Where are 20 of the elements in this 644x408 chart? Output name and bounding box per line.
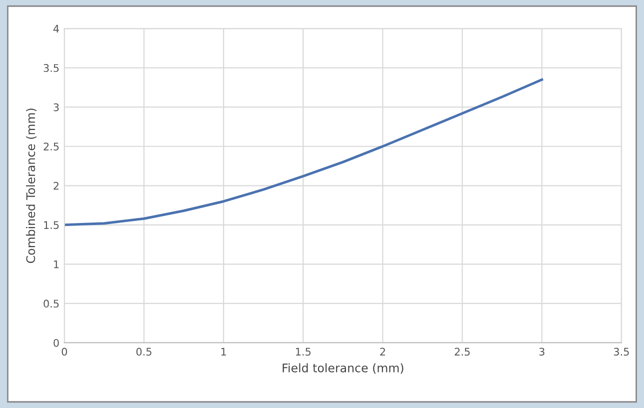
y-axis-title: Combined Tolerance (mm) bbox=[26, 108, 37, 263]
x-tick-label: 1.5 bbox=[296, 348, 311, 356]
x-tick-label: 3.5 bbox=[614, 348, 629, 356]
y-tick-label: 3.5 bbox=[44, 64, 59, 72]
y-tick-label: 0 bbox=[54, 338, 59, 347]
x-tick-label: 1 bbox=[221, 348, 226, 356]
x-tick-label: 2 bbox=[380, 348, 385, 356]
y-tick-label: 2.5 bbox=[44, 142, 59, 150]
x-tick-label: 2.5 bbox=[454, 348, 470, 356]
x-tick-label: 3 bbox=[539, 348, 544, 356]
x-tick-label: 0.5 bbox=[136, 348, 152, 356]
y-tick-label: 1.5 bbox=[44, 221, 59, 230]
y-tick-label: 3 bbox=[54, 103, 59, 112]
line-series bbox=[64, 78, 544, 226]
x-axis-title: Field tolerance (mm) bbox=[282, 363, 404, 374]
y-tick-label: 2 bbox=[54, 182, 58, 190]
y-tick-label: 4 bbox=[53, 24, 59, 33]
x-tick-label: 0 bbox=[62, 348, 68, 356]
y-tick-label: 0.5 bbox=[44, 300, 59, 308]
y-tick-label: 1 bbox=[54, 260, 59, 268]
